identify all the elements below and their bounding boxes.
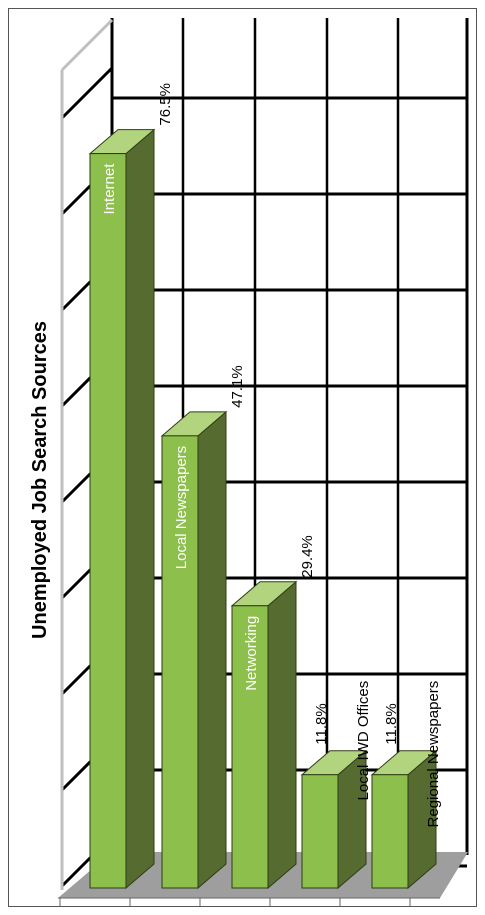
- bar-side-face: [125, 128, 155, 890]
- bar: [370, 749, 438, 890]
- bar: [88, 128, 156, 890]
- category-label: Regional Newspapers: [425, 681, 442, 828]
- value-label: 47.1%: [229, 365, 246, 408]
- category-label: Networking: [243, 616, 260, 691]
- value-label: 76.5%: [157, 83, 174, 126]
- bar-front-face: [301, 774, 339, 889]
- bar-front-face: [161, 435, 199, 889]
- side-wall-tick: [60, 66, 114, 120]
- bar-front-face: [89, 153, 127, 889]
- bar: [160, 410, 228, 890]
- labels-group: Internet 76.5% Local Newspapers 47.1% Networ…: [101, 83, 442, 827]
- bar-side-face: [267, 580, 297, 890]
- value-label: 11.8%: [313, 703, 330, 744]
- bar: [300, 749, 368, 890]
- bar-side-face: [197, 410, 227, 890]
- bar: [230, 580, 298, 890]
- category-label: Internet: [101, 163, 118, 215]
- bar-front-face: [231, 605, 269, 889]
- bars-group: [88, 128, 438, 890]
- value-label: 11.8%: [383, 703, 400, 744]
- chart-title: Unemployed Job Search Sources: [29, 321, 51, 639]
- side-wall-top-edge: [60, 18, 114, 72]
- bar-front-face: [371, 774, 409, 889]
- value-label: 29.4%: [299, 535, 316, 578]
- category-label: Local IWD Offices: [355, 681, 372, 801]
- category-label: Local Newspapers: [173, 446, 190, 569]
